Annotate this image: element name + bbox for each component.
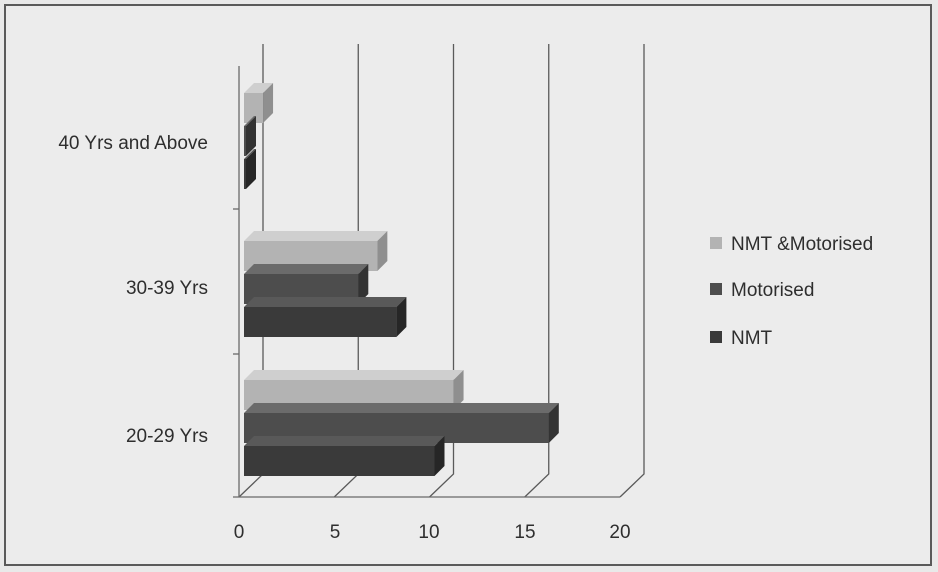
x-tick-labels: 0 5 10 15 20 (234, 522, 631, 543)
bar-top (244, 149, 256, 159)
bar (244, 436, 445, 476)
bar-front (244, 446, 435, 476)
bar (244, 83, 274, 123)
category-label-30-39: 30-39 Yrs (126, 278, 208, 299)
x-tick-label: 5 (330, 522, 341, 543)
category-label-40-plus: 40 Yrs and Above (58, 133, 208, 154)
legend-label-nmt-motorised: NMT &Motorised (731, 234, 873, 255)
legend-swatch-nmt (710, 331, 722, 343)
category-label-20-29: 20-29 Yrs (126, 426, 208, 447)
x-tick-label: 15 (514, 522, 535, 543)
bar-top (244, 264, 369, 274)
x-tick-label: 20 (609, 522, 630, 543)
gridline (429, 44, 455, 498)
bar-top (244, 116, 256, 126)
bar-top (244, 83, 274, 93)
legend-swatch-motorised (710, 283, 722, 295)
legend: NMT &Motorised Motorised NMT (710, 234, 873, 349)
bar-end (263, 83, 274, 123)
bar (244, 149, 256, 189)
bar-end (434, 436, 445, 476)
bar (244, 116, 256, 156)
bar-end (396, 297, 407, 337)
bar-front (244, 126, 246, 156)
bar (244, 297, 407, 337)
bar-top (244, 297, 407, 307)
bar-end (358, 264, 369, 304)
gridline (524, 44, 550, 498)
bar-top (244, 436, 445, 446)
category-labels: 40 Yrs and Above 30-39 Yrs 20-29 Yrs (58, 133, 208, 447)
bar-end (246, 116, 256, 156)
bar-end (548, 403, 559, 443)
x-tick-label: 0 (234, 522, 245, 543)
bar-layer (244, 83, 559, 476)
x-tick-label: 10 (418, 522, 439, 543)
legend-label-motorised: Motorised (731, 280, 814, 301)
bar-front (244, 159, 246, 189)
bar-end (453, 370, 464, 410)
chart-frame (4, 4, 932, 566)
bar-front (244, 93, 264, 123)
legend-label-nmt: NMT (731, 328, 773, 349)
grid-layer (233, 44, 645, 498)
bar-end (246, 149, 256, 189)
bar-front (244, 307, 397, 337)
bar-top (244, 403, 559, 413)
bar-end (377, 231, 388, 271)
legend-swatch-nmt-motorised (710, 237, 722, 249)
gridline (619, 44, 645, 498)
bar-top (244, 370, 464, 380)
bar-top (244, 231, 388, 241)
